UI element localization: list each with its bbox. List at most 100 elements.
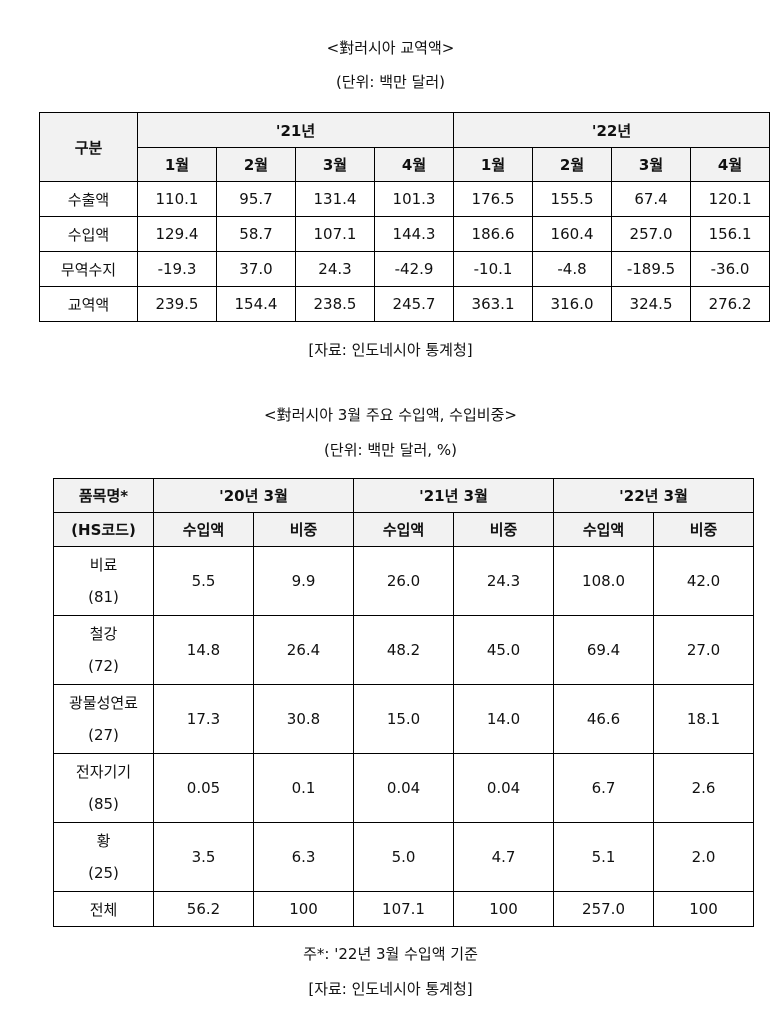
- table2-note: 주*: '22년 3월 수입액 기준: [303, 945, 478, 963]
- table-cell: -189.5: [611, 251, 692, 287]
- table-cell: 0.1: [252, 753, 355, 823]
- table-cell: 239.5: [137, 286, 217, 322]
- table2-title: <對러시아 3월 주요 수입액, 수입비중>: [264, 406, 517, 424]
- table-cell: 144.3: [373, 216, 455, 252]
- item-hs-code: (85): [88, 795, 119, 813]
- table-row: 무역수지 -19.3 37.0 24.3 -42.9 -10.1 -4.8 -189.5 -36…: [39, 251, 771, 287]
- month-header: 3월: [611, 147, 692, 182]
- table-cell: 14.8: [153, 615, 254, 685]
- table-cell: 9.9: [252, 546, 355, 616]
- item-hs-code: (27): [88, 726, 119, 744]
- table-cell: 26.4: [252, 615, 355, 685]
- table-cell: 0.04: [353, 753, 455, 823]
- table-cell: 24.3: [453, 546, 555, 616]
- table-cell: 0.04: [453, 753, 555, 823]
- table-cell: 154.4: [216, 286, 296, 322]
- table-cell: 108.0: [553, 546, 655, 616]
- table-cell: -10.1: [453, 251, 534, 287]
- month-header: 3월: [295, 147, 375, 182]
- table-cell: 324.5: [611, 286, 692, 322]
- table-cell: 69.4: [553, 615, 655, 685]
- item-label: 광물성연료 (27): [53, 684, 154, 754]
- table-cell: 176.5: [453, 181, 534, 217]
- sub-header: 수입액: [553, 512, 655, 547]
- table-cell: 238.5: [295, 286, 375, 322]
- table-cell: 58.7: [216, 216, 296, 252]
- row-label: 교역액: [39, 286, 138, 322]
- table-cell: 100: [453, 891, 555, 927]
- table-cell: 37.0: [216, 251, 296, 287]
- table-cell: 18.1: [653, 684, 755, 754]
- import-table: 품목명* '20년 3월 '21년 3월 '22년 3월 (HS코드) 수입액 …: [53, 478, 755, 927]
- table-cell: 2.6: [653, 753, 755, 823]
- item-name: 철강: [89, 625, 118, 643]
- table-cell: 17.3: [153, 684, 254, 754]
- row-label: 수출액: [39, 181, 138, 217]
- table-cell: 110.1: [137, 181, 217, 217]
- total-label: 전체: [53, 891, 154, 927]
- table-row: 철강 (72) 14.8 26.4 48.2 45.0 69.4 27.0: [53, 615, 755, 685]
- year-group-header: '20년 3월: [152, 478, 355, 513]
- sub-header: 수입액: [153, 512, 254, 547]
- table-cell: 3.5: [153, 822, 254, 892]
- sub-header: 수입액: [353, 512, 455, 547]
- table-cell: 186.6: [453, 216, 534, 252]
- table-cell: 107.1: [295, 216, 375, 252]
- table-row: 수입액 129.4 58.7 107.1 144.3 186.6 160.4 257.0 156…: [39, 216, 771, 252]
- month-header: 4월: [373, 147, 455, 182]
- corner-header-name: 품목명*: [53, 478, 154, 513]
- month-header: 2월: [532, 147, 613, 182]
- table2-source: [자료: 인도네시아 통계청]: [308, 980, 473, 998]
- table-cell: 100: [653, 891, 755, 927]
- item-name: 광물성연료: [68, 694, 138, 712]
- table-cell: 101.3: [373, 181, 455, 217]
- item-hs-code: (72): [88, 657, 119, 675]
- table1-source: [자료: 인도네시아 통계청]: [308, 341, 473, 359]
- item-label: 비료 (81): [53, 546, 154, 616]
- table-row: 수출액 110.1 95.7 131.4 101.3 176.5 155.5 67.4 120.…: [39, 181, 771, 217]
- corner-header: 구분: [39, 112, 138, 182]
- table-cell: 67.4: [611, 181, 692, 217]
- table-cell: 24.3: [295, 251, 375, 287]
- table-row: 황 (25) 3.5 6.3 5.0 4.7 5.1 2.0: [53, 822, 755, 892]
- table-cell: 15.0: [353, 684, 455, 754]
- table-cell: 27.0: [653, 615, 755, 685]
- month-header: 4월: [690, 147, 771, 182]
- table1-title: <對러시아 교역액>: [326, 39, 455, 57]
- sub-header: 비중: [653, 512, 755, 547]
- table-cell: 30.8: [252, 684, 355, 754]
- item-label: 황 (25): [53, 822, 154, 892]
- row-label: 무역수지: [39, 251, 138, 287]
- table-cell: 156.1: [690, 216, 771, 252]
- table-cell: 131.4: [295, 181, 375, 217]
- item-name: 전자기기: [75, 763, 132, 781]
- table-cell: 5.5: [153, 546, 254, 616]
- table-cell: 14.0: [453, 684, 555, 754]
- corner-header-code: (HS코드): [53, 512, 154, 547]
- table-cell: 46.6: [553, 684, 655, 754]
- year-group-header: '21년: [136, 112, 455, 148]
- table1-unit: (단위: 백만 달러): [335, 73, 446, 91]
- total-row: 전체 56.2 100 107.1 100 257.0 100: [53, 891, 755, 927]
- table-cell: 48.2: [353, 615, 455, 685]
- table-cell: 0.05: [153, 753, 254, 823]
- table-cell: 42.0: [653, 546, 755, 616]
- table-cell: 257.0: [553, 891, 655, 927]
- month-header: 2월: [216, 147, 296, 182]
- table-cell: 107.1: [353, 891, 455, 927]
- table-row: 광물성연료 (27) 17.3 30.8 15.0 14.0 46.6 18.1: [53, 684, 755, 754]
- table-cell: 2.0: [653, 822, 755, 892]
- sub-header: 비중: [252, 512, 355, 547]
- table-cell: 5.1: [553, 822, 655, 892]
- table2-unit: (단위: 백만 달러, %): [324, 441, 457, 459]
- table-cell: 95.7: [216, 181, 296, 217]
- year-group-header: '22년: [453, 112, 771, 148]
- table-cell: 26.0: [353, 546, 455, 616]
- table-row: 전자기기 (85) 0.05 0.1 0.04 0.04 6.7 2.6: [53, 753, 755, 823]
- table-cell: 6.3: [252, 822, 355, 892]
- item-hs-code: (25): [88, 864, 119, 882]
- month-header: 1월: [137, 147, 217, 182]
- table-row: 교역액 239.5 154.4 238.5 245.7 363.1 316.0 324.5 27…: [39, 286, 771, 322]
- item-hs-code: (81): [88, 588, 119, 606]
- table-cell: 56.2: [153, 891, 254, 927]
